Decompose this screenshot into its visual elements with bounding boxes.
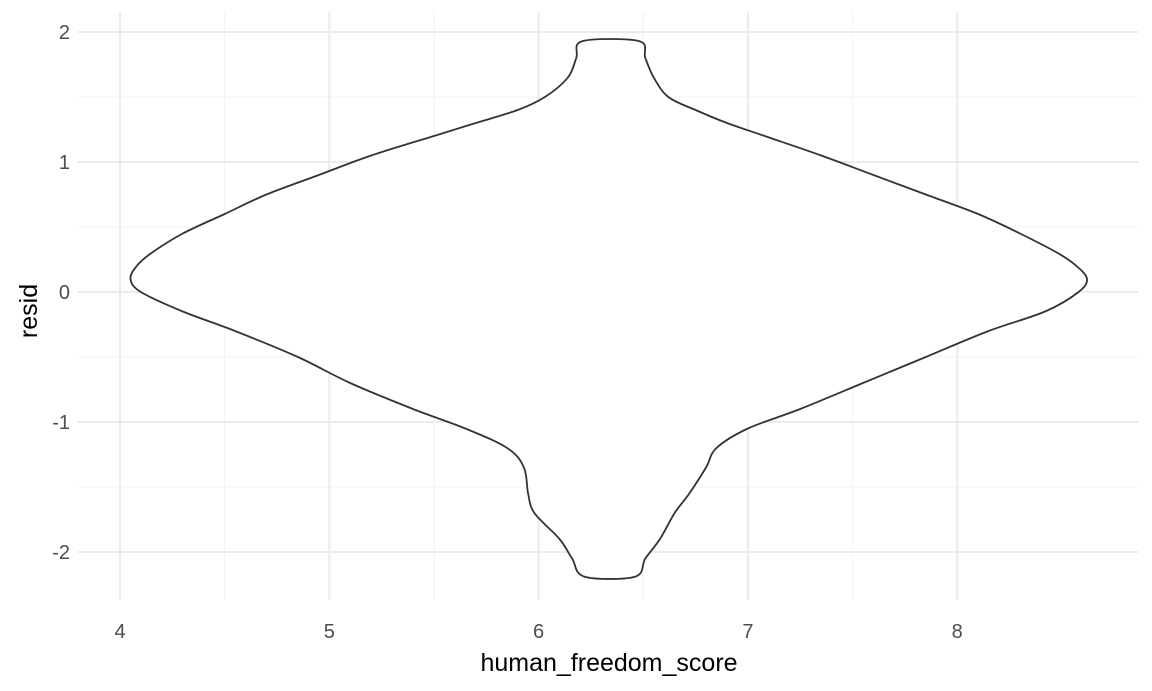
x-tick-label: 8	[952, 621, 963, 643]
x-tick-labels: 4 5 6 7 8	[114, 621, 962, 643]
y-tick-labels: -2 -1 0 1 2	[52, 22, 70, 564]
x-tick-label: 6	[533, 621, 544, 643]
x-tick-label: 4	[114, 621, 125, 643]
y-tick-label: 1	[59, 152, 70, 174]
violin-shape	[129, 38, 1088, 580]
x-tick-label: 7	[742, 621, 753, 643]
x-axis-title: human_freedom_score	[480, 649, 737, 677]
violin-layer	[129, 38, 1088, 580]
y-tick-label: 2	[59, 22, 70, 44]
y-tick-label: -2	[52, 542, 70, 564]
y-tick-label: 0	[59, 282, 70, 304]
x-tick-label: 5	[324, 621, 335, 643]
y-tick-label: -1	[52, 412, 70, 434]
y-axis-title: resid	[15, 284, 43, 338]
